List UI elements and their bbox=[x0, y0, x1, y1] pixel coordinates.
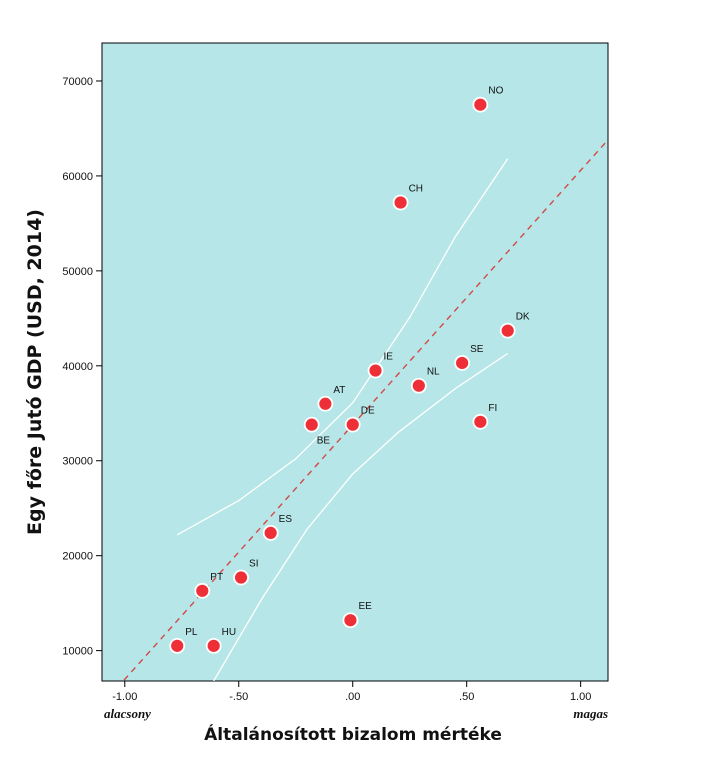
data-point-pt bbox=[194, 582, 211, 599]
point-label-ee: EE bbox=[358, 601, 372, 612]
point-label-es: ES bbox=[279, 514, 293, 525]
point-label-hu: HU bbox=[222, 627, 236, 638]
point-label-at: AT bbox=[333, 385, 345, 396]
point-label-pt: PT bbox=[210, 572, 223, 583]
x-axis-low-label: alacsony bbox=[104, 706, 151, 721]
x-axis-title: Általánosított bizalom mértéke bbox=[204, 723, 502, 745]
x-tick-label: 1.00 bbox=[570, 691, 591, 703]
data-point-nl bbox=[410, 377, 427, 394]
point-label-fi: FI bbox=[488, 403, 497, 414]
x-tick-label: .50 bbox=[459, 691, 474, 703]
point-label-no: NO bbox=[488, 86, 503, 97]
point-label-be: BE bbox=[317, 436, 331, 447]
y-axis-title: Egy főre Jutó GDP (USD, 2014) bbox=[24, 209, 46, 535]
x-tick-label: -1.00 bbox=[112, 691, 137, 703]
confidence-band-lower bbox=[213, 352, 509, 681]
data-point-dk bbox=[499, 322, 516, 339]
data-point-be bbox=[303, 416, 320, 433]
x-axis-high-label: magas bbox=[573, 706, 608, 721]
y-tick-label: 60000 bbox=[62, 171, 93, 183]
data-point-se bbox=[454, 355, 471, 371]
y-tick-label: 40000 bbox=[62, 361, 93, 373]
point-label-ie: IE bbox=[384, 352, 394, 363]
point-label-ch: CH bbox=[409, 184, 423, 195]
y-tick-label: 10000 bbox=[62, 646, 93, 658]
x-tick-label: -.50 bbox=[229, 691, 248, 703]
data-point-es bbox=[262, 524, 279, 541]
point-label-pl: PL bbox=[185, 627, 198, 638]
data-point-fi bbox=[472, 413, 489, 430]
y-tick-label: 20000 bbox=[62, 551, 93, 563]
confidence-band-upper bbox=[176, 158, 509, 536]
data-point-ee bbox=[342, 612, 359, 629]
data-point-de bbox=[344, 416, 361, 433]
y-tick-label: 70000 bbox=[62, 76, 93, 88]
x-tick-label: .00 bbox=[345, 691, 360, 703]
data-point-ch bbox=[392, 194, 409, 211]
point-label-se: SE bbox=[470, 344, 484, 355]
point-label-nl: NL bbox=[427, 367, 440, 378]
data-point-si bbox=[233, 569, 249, 586]
point-label-de: DE bbox=[361, 406, 375, 417]
point-label-si: SI bbox=[249, 559, 258, 570]
data-point-no bbox=[472, 96, 489, 113]
point-label-dk: DK bbox=[516, 312, 530, 323]
y-tick-label: 30000 bbox=[62, 456, 93, 468]
data-point-at bbox=[317, 395, 334, 412]
y-tick-label: 50000 bbox=[62, 266, 93, 278]
data-point-pl bbox=[169, 637, 186, 654]
plot-area bbox=[101, 42, 609, 682]
data-point-ie bbox=[367, 362, 384, 379]
data-point-hu bbox=[205, 637, 222, 654]
